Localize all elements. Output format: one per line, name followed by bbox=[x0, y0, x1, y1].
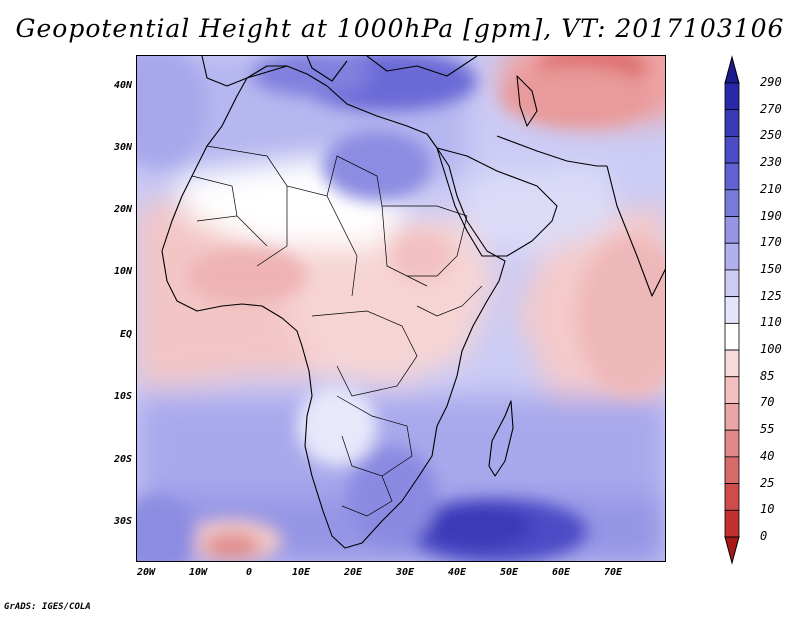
colorbar-label: 170 bbox=[760, 235, 782, 250]
europe-coastline bbox=[201, 56, 478, 87]
madagascar-coastline bbox=[488, 400, 514, 477]
colorbar-label: 85 bbox=[760, 368, 775, 383]
colorbar-swatch bbox=[724, 376, 740, 404]
colorbar-label: 250 bbox=[760, 128, 782, 143]
colorbar-swatch bbox=[724, 82, 740, 111]
colorbar-swatch bbox=[724, 269, 740, 298]
colorbar-label: 270 bbox=[760, 101, 782, 116]
colorbar-label: 70 bbox=[760, 395, 775, 410]
colorbar-swatch bbox=[724, 189, 740, 217]
lat-label-eq: EQ bbox=[119, 329, 132, 340]
lon-label-40e: 40E bbox=[447, 567, 467, 578]
lat-label-20s: 20S bbox=[113, 454, 132, 465]
arabia-coastline bbox=[436, 147, 558, 257]
lat-label-20n: 20N bbox=[113, 204, 132, 215]
colorbar-swatch bbox=[724, 162, 740, 191]
colorbar-label: 210 bbox=[760, 181, 782, 196]
lat-label-10s: 10S bbox=[113, 391, 132, 402]
colorbar-label: 0 bbox=[760, 529, 768, 543]
lon-label-60e: 60E bbox=[551, 567, 571, 578]
lat-label-10n: 10N bbox=[113, 266, 132, 277]
colorbar-swatch bbox=[724, 429, 740, 458]
india-coastline bbox=[606, 165, 665, 297]
colorbar-swatch bbox=[724, 403, 740, 431]
colorbar bbox=[724, 55, 740, 565]
height-field-map bbox=[137, 56, 665, 561]
colorbar-swatch bbox=[724, 136, 740, 164]
lat-label-30s: 30S bbox=[113, 516, 132, 527]
colorbar-label: 125 bbox=[760, 288, 782, 303]
colorbar-swatch bbox=[724, 456, 740, 484]
lon-label-10e: 10E bbox=[291, 567, 311, 578]
colorbar-swatch bbox=[724, 483, 740, 511]
colorbar-label: 40 bbox=[760, 448, 775, 463]
lon-label-50e: 50E bbox=[499, 567, 519, 578]
country-borders bbox=[191, 145, 483, 517]
colorbar-swatch bbox=[724, 109, 740, 137]
lon-label-10w: 10W bbox=[188, 567, 208, 578]
lon-label-20w: 20W bbox=[136, 567, 156, 578]
colorbar-label: 230 bbox=[760, 155, 782, 170]
map-panel[interactable] bbox=[136, 55, 666, 562]
colorbar-label: 290 bbox=[760, 75, 782, 89]
colorbar-label: 150 bbox=[760, 261, 782, 276]
colorbar-label: 55 bbox=[760, 422, 775, 437]
lon-label-30e: 30E bbox=[395, 567, 415, 578]
colorbar-swatch bbox=[724, 296, 740, 324]
lon-label-20e: 20E bbox=[343, 567, 363, 578]
colorbar-swatch bbox=[724, 242, 740, 271]
grads-credit: GrADS: IGES/COLA bbox=[4, 602, 91, 612]
colorbar-label: 100 bbox=[760, 342, 782, 357]
colorbar-swatch bbox=[724, 216, 740, 244]
colorbar-swatch bbox=[724, 509, 740, 538]
lon-label-70e: 70E bbox=[603, 567, 623, 578]
lat-label-30n: 30N bbox=[113, 142, 132, 153]
colorbar-swatch bbox=[724, 349, 740, 378]
africa-coastline bbox=[161, 65, 506, 549]
persia-coastline bbox=[496, 135, 607, 167]
colorbar-swatch bbox=[724, 322, 740, 351]
colorbar-label: 10 bbox=[760, 502, 775, 517]
colorbar-label: 25 bbox=[760, 475, 775, 490]
coastlines bbox=[161, 56, 665, 549]
colorbar-label: 190 bbox=[760, 208, 782, 223]
lon-label-0: 0 bbox=[245, 567, 253, 578]
lat-label-40n: 40N bbox=[113, 80, 132, 91]
map-title: Geopotential Height at 1000hPa [gpm], VT… bbox=[15, 14, 785, 43]
field-local-features bbox=[137, 56, 665, 561]
colorbar-label: 110 bbox=[760, 315, 782, 330]
colorbar-bottom-triangle bbox=[724, 536, 740, 565]
caspian-coastline bbox=[516, 75, 538, 127]
colorbar-top-triangle bbox=[724, 55, 740, 84]
